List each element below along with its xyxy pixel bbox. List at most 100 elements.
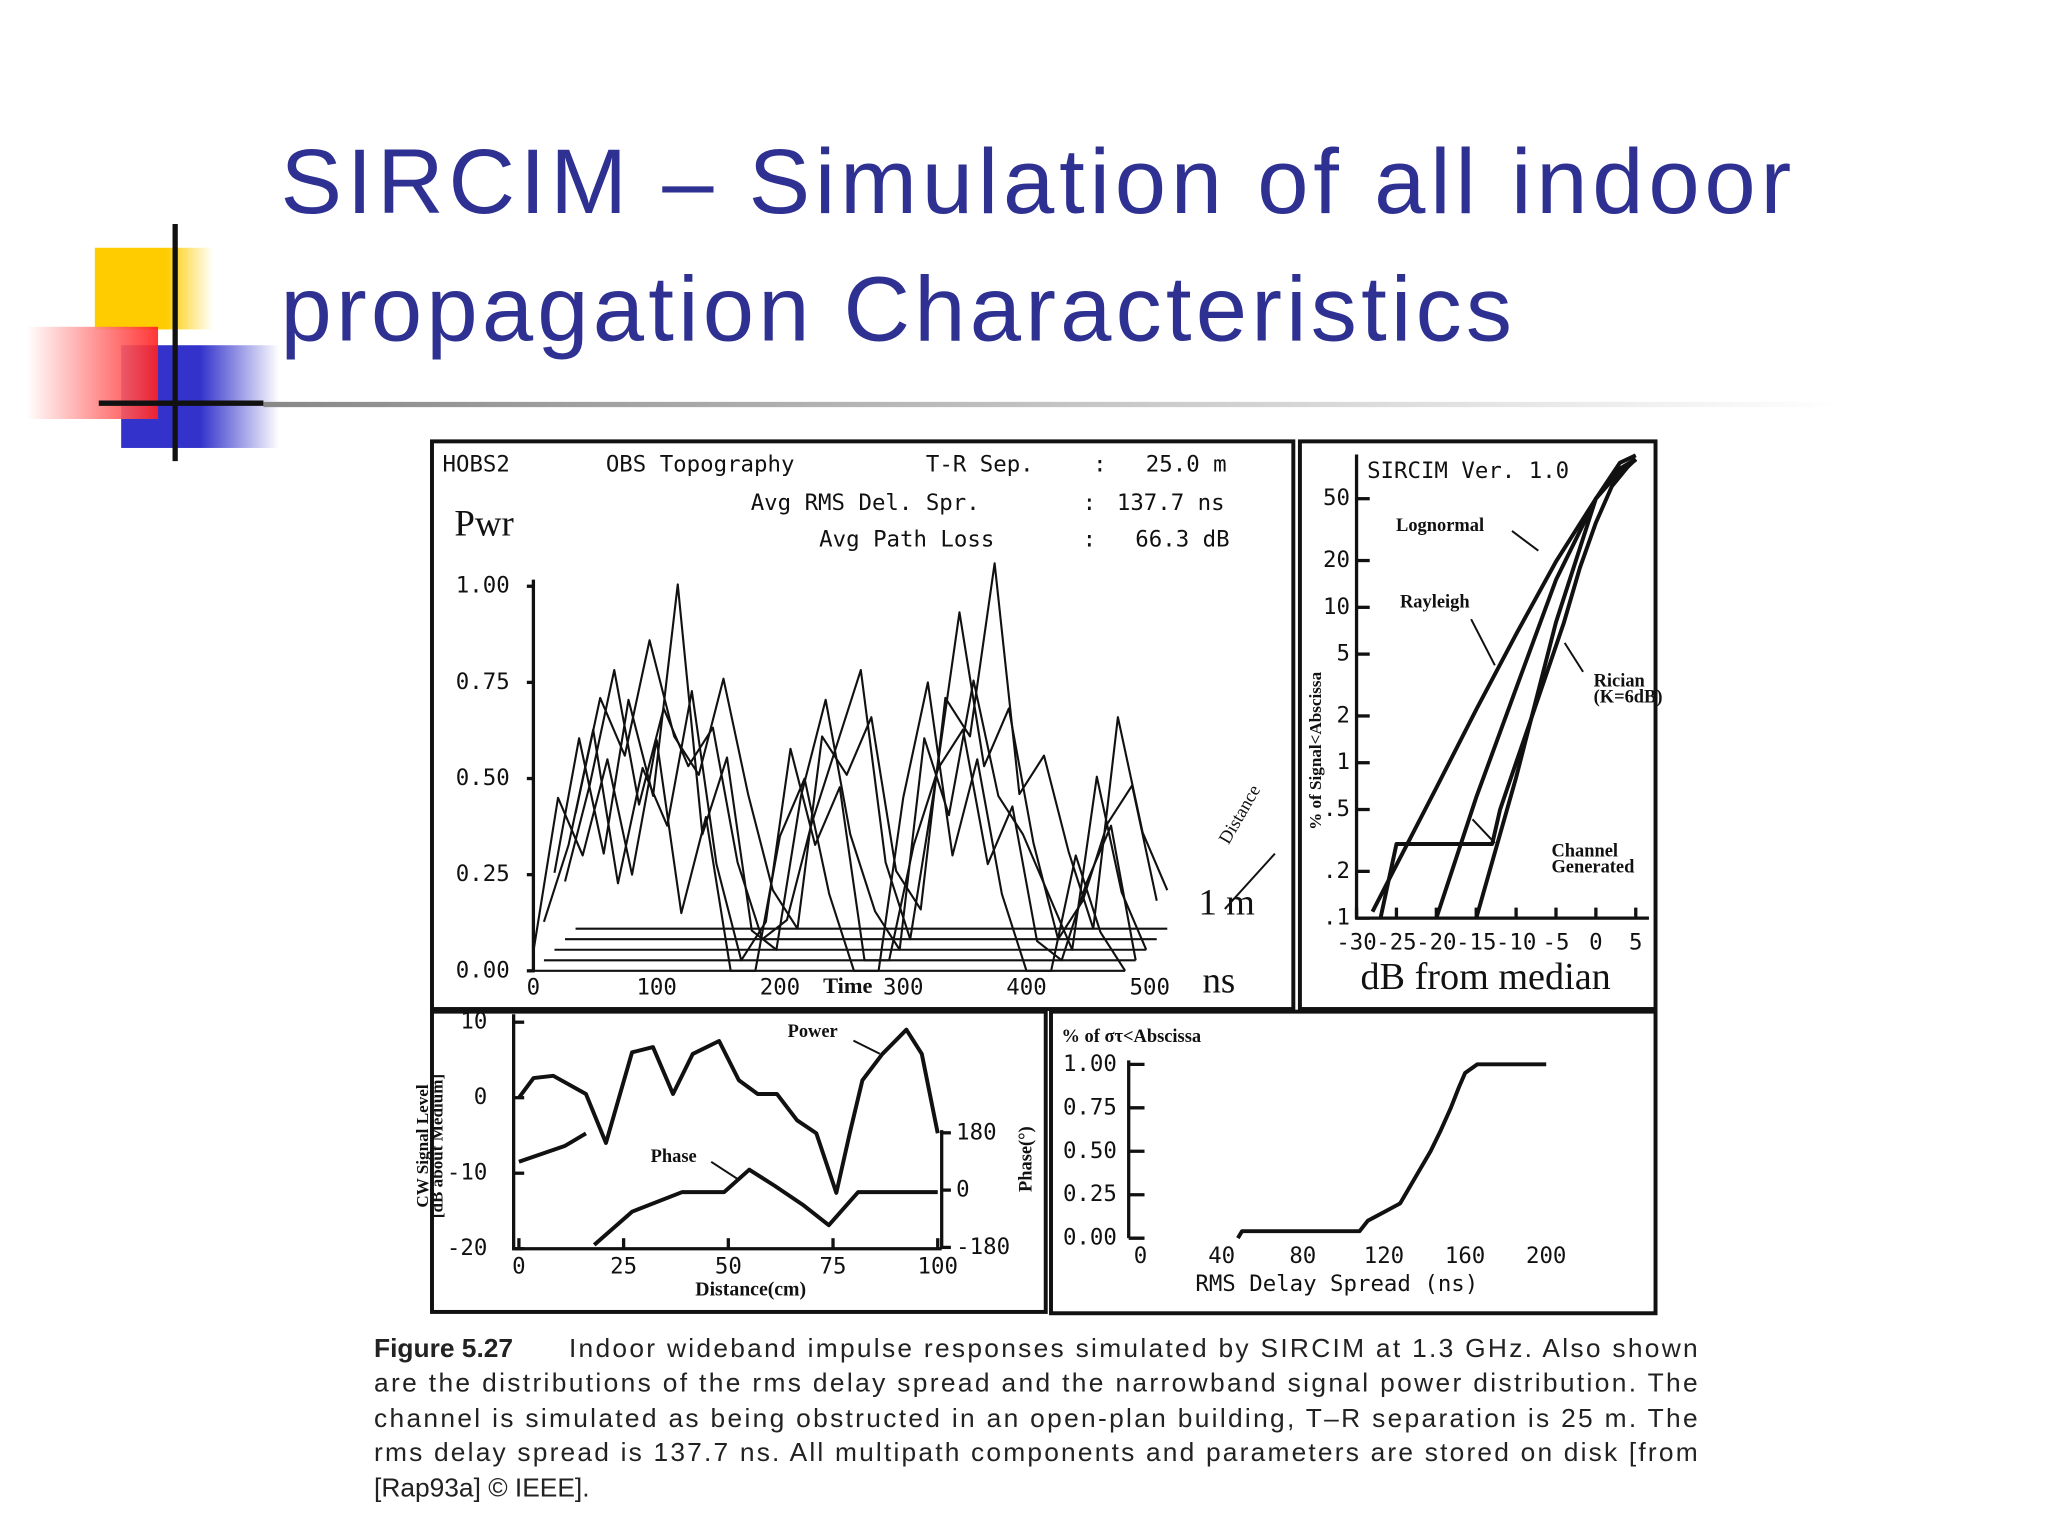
- x-tick-label: 0: [512, 1254, 525, 1280]
- y-tick-label: 0.50: [456, 765, 510, 791]
- series-label: Lognormal: [1396, 515, 1484, 535]
- series-line: [574, 562, 1169, 930]
- series-line: [517, 1027, 940, 1195]
- series-line: [1236, 1062, 1547, 1240]
- caption-label: Figure 5.27: [374, 1333, 513, 1363]
- y-tick-label: 1.00: [456, 573, 510, 599]
- annotation: Avg Path Loss: [819, 527, 994, 553]
- y-tick-label: 0.25: [456, 861, 510, 887]
- figure-frames: [430, 439, 1658, 1316]
- series-label: Channel: [1551, 841, 1618, 861]
- y-tick-label: 1: [1336, 749, 1349, 775]
- x-tick-label: -15: [1456, 930, 1496, 956]
- x-label: RMS Delay Spread (ns): [1195, 1271, 1478, 1297]
- y-label: [dB about Medium]: [427, 1074, 446, 1219]
- y-tick-label: 0.50: [1063, 1138, 1117, 1164]
- y-tick-label: .2: [1323, 858, 1350, 884]
- caption-line: channel is simulated as being obstructed…: [374, 1403, 1698, 1433]
- title-rule: [263, 401, 1844, 408]
- y-label: % of Signal<Abscissa: [1306, 671, 1325, 830]
- x-tick-label: -5: [1543, 930, 1570, 956]
- x-label: dB from median: [1360, 956, 1610, 998]
- y-tick-label: .1: [1323, 905, 1350, 931]
- x-tick-label: -30: [1336, 930, 1376, 956]
- x-label: Time: [823, 973, 872, 998]
- y-tick-label: 0: [474, 1084, 487, 1110]
- x-tick-label: -10: [1496, 930, 1536, 956]
- series-line: [1474, 453, 1637, 919]
- y-tick-label: 2: [1336, 702, 1349, 728]
- y-tick-label: 10: [460, 1009, 487, 1035]
- y2-label: Phase(°): [1016, 1126, 1037, 1192]
- annotation: :: [1083, 527, 1096, 553]
- y-tick-label: 20: [1323, 547, 1350, 573]
- label-arrow: [1511, 530, 1539, 552]
- panel-frame: [430, 439, 1296, 1011]
- x-tick-label: 300: [883, 974, 923, 1000]
- series-label: (K=6dB): [1594, 686, 1663, 707]
- panel-frame: [1049, 1009, 1658, 1316]
- y2-tick-label: -180: [956, 1234, 1010, 1260]
- annotation: HOBS2: [443, 452, 510, 478]
- series-line: [518, 1131, 938, 1247]
- deco-yellow: [94, 247, 214, 330]
- x-tick-label: 50: [715, 1254, 742, 1280]
- depth-arrow: [1224, 852, 1276, 910]
- y-tick-label: 0.00: [456, 957, 510, 983]
- annotation: :: [1093, 452, 1106, 478]
- caption-line: Indoor wideband impulse responses simula…: [569, 1333, 1698, 1363]
- label-arrow: [710, 1160, 739, 1180]
- x-tick-label: 25: [610, 1254, 637, 1280]
- series-label: Power: [788, 1021, 838, 1041]
- series-line: [1378, 457, 1638, 919]
- chart-title: SIRCIM Ver. 1.0: [1367, 458, 1569, 484]
- x-tick-label: 0: [1589, 930, 1602, 956]
- panel-frame: [430, 1009, 1048, 1314]
- series-line: [553, 583, 1148, 951]
- x-tick-label: 100: [918, 1254, 958, 1280]
- series-line: [542, 690, 1137, 962]
- y-tick-label: 1.00: [1063, 1051, 1117, 1077]
- title: SIRCIM – Simulation of all indoor: [281, 130, 1792, 233]
- series-line: [1434, 457, 1637, 919]
- y-tick-label: 0.75: [456, 669, 510, 695]
- y2-tick-label: 180: [956, 1119, 996, 1145]
- label-arrow: [853, 1039, 881, 1055]
- y-tick-label: .5: [1323, 796, 1350, 822]
- annotation: 137.7 ns: [1117, 490, 1225, 516]
- y-tick-label: 5: [1336, 641, 1349, 667]
- x-tick-label: 5: [1629, 930, 1642, 956]
- depth-scale: 1 m: [1199, 882, 1256, 923]
- caption-line: rms delay spread is 137.7 ns. All multip…: [374, 1437, 1698, 1467]
- annotation: Avg RMS Del. Spr.: [751, 490, 980, 516]
- y-tick-label: -10: [447, 1160, 487, 1186]
- x-tick-label: 400: [1006, 974, 1046, 1000]
- label-arrow: [1470, 618, 1496, 666]
- y-tick-label: 0.75: [1063, 1094, 1117, 1120]
- x-tick-label: 500: [1130, 974, 1170, 1000]
- y2-tick-label: 0: [956, 1177, 969, 1203]
- series-line: [1370, 458, 1637, 913]
- series-group: [517, 1027, 940, 1247]
- x-label: Distance(cm): [695, 1278, 806, 1300]
- series-label: Phase: [651, 1146, 697, 1166]
- x-tick-label: 0: [1134, 1243, 1147, 1269]
- y-tick-label: -20: [447, 1235, 487, 1261]
- series-label: Rayleigh: [1400, 592, 1470, 612]
- x-tick-label: 40: [1208, 1243, 1235, 1269]
- x-tick-label: 80: [1289, 1243, 1316, 1269]
- x-tick-label: 200: [760, 974, 800, 1000]
- x-tick-label: 0: [527, 974, 540, 1000]
- annotation: 25.0 m: [1146, 452, 1227, 478]
- x-tick-label: -25: [1376, 930, 1416, 956]
- annotation: OBS Topography: [606, 452, 795, 478]
- x-tick-label: 160: [1445, 1243, 1485, 1269]
- annotation: :: [1083, 490, 1096, 516]
- x-tick-label: 100: [636, 974, 676, 1000]
- title: propagation Characteristics: [281, 258, 1512, 361]
- y-tick-label: 0.25: [1063, 1181, 1117, 1207]
- series-label: Generated: [1551, 856, 1635, 876]
